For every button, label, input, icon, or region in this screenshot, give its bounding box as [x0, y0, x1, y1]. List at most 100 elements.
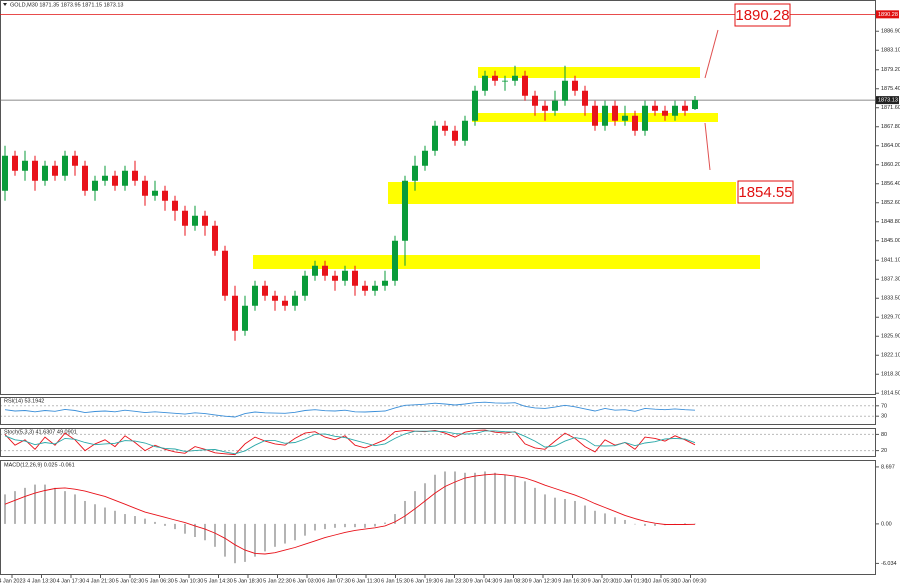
- histogram-bar: [234, 523, 236, 564]
- candle-body: [252, 285, 258, 306]
- candle-body: [382, 280, 388, 286]
- candle-body: [132, 170, 138, 181]
- indicator-line: [4, 430, 696, 455]
- candle-body: [112, 175, 118, 186]
- y-tick-label: 1814.50: [881, 391, 900, 397]
- macd-panel: [0, 460, 876, 575]
- histogram-bar: [264, 523, 266, 552]
- y-tick-label: 80: [881, 432, 887, 438]
- y-tick-label: 0.00: [881, 521, 892, 527]
- histogram-bar: [104, 507, 106, 524]
- candle-body: [422, 150, 428, 166]
- histogram-bar: [244, 523, 246, 562]
- candle-body: [162, 190, 168, 201]
- histogram-bar: [424, 483, 426, 524]
- candle-body: [522, 75, 528, 96]
- y-tick-label: 30: [881, 414, 887, 420]
- x-tick-label: 9 Jan 16:30: [558, 578, 587, 584]
- candle-body: [622, 115, 628, 121]
- histogram-bar: [364, 523, 366, 528]
- histogram-bar: [164, 523, 166, 526]
- y-tick-label: 1864.00: [881, 143, 900, 149]
- y-tick-label: 1841.10: [881, 258, 900, 264]
- candle-body: [562, 80, 568, 101]
- histogram-bar: [254, 523, 256, 557]
- y-tick-label: 1818.30: [881, 372, 900, 378]
- y-tick-label: 1860.20: [881, 162, 900, 168]
- x-tick-label: 5 Jan 06:30: [145, 578, 174, 584]
- histogram-bar: [84, 500, 86, 524]
- zone: [253, 255, 760, 269]
- candle-body: [512, 75, 518, 81]
- rsi-title: RSI(14) 53.1942: [4, 398, 44, 404]
- histogram-bar: [144, 518, 146, 524]
- indicator-line: [4, 401, 696, 418]
- histogram-bar: [184, 523, 186, 534]
- candle-body: [282, 300, 288, 306]
- candle-body: [462, 120, 468, 141]
- candle-body: [142, 180, 148, 196]
- histogram-bar: [484, 471, 486, 524]
- candle-body: [682, 105, 688, 111]
- histogram-bar: [434, 474, 436, 524]
- candle-body: [242, 305, 248, 331]
- candle-body: [2, 155, 8, 191]
- histogram-bar: [544, 494, 546, 524]
- x-tick-label: 9 Jan 04:30: [470, 578, 499, 584]
- level-tag-label: 1890.28: [878, 12, 898, 18]
- histogram-bar: [134, 516, 136, 524]
- y-tick-label: 1822.10: [881, 353, 900, 359]
- candle-body: [102, 175, 108, 181]
- candle-body: [312, 265, 318, 276]
- main-panel: [0, 0, 876, 395]
- x-tick-label: 4 Jan 13:30: [27, 578, 56, 584]
- histogram-bar: [574, 500, 576, 524]
- histogram-bar: [324, 523, 326, 530]
- candle-body: [582, 90, 588, 106]
- histogram-bar: [404, 500, 406, 524]
- y-tick-label: 1833.50: [881, 296, 900, 302]
- arrow-line: [704, 122, 711, 171]
- histogram-bar: [494, 472, 496, 524]
- x-tick-label: 9 Jan 08:30: [499, 578, 528, 584]
- x-tick-label: 6 Jan 11:30: [352, 578, 380, 584]
- y-tick-label: 1883.10: [881, 48, 900, 54]
- y-tick-label: 1879.20: [881, 67, 900, 73]
- histogram-bar: [644, 523, 646, 526]
- x-tick-label: 6 Jan 03:00: [293, 578, 322, 584]
- rsi-panel: [0, 397, 876, 425]
- candle-body: [362, 285, 368, 291]
- candle-body: [632, 115, 638, 131]
- candle-body: [52, 165, 58, 176]
- histogram-bar: [684, 523, 686, 524]
- histogram-bar: [74, 494, 76, 524]
- candle-body: [342, 270, 348, 281]
- x-tick-label: 10 Jan 05:30: [645, 578, 677, 584]
- histogram-bar: [54, 487, 56, 524]
- candle-body: [602, 105, 608, 126]
- candle-body: [612, 105, 618, 121]
- histogram-bar: [584, 505, 586, 524]
- candle-body: [432, 125, 438, 151]
- histogram-bar: [124, 514, 126, 524]
- candle-body: [272, 295, 278, 301]
- x-tick-label: 9 Jan 20:30: [588, 578, 617, 584]
- x-tick-label: 6 Jan 23:30: [440, 578, 469, 584]
- histogram-bar: [554, 497, 556, 524]
- candle-body: [642, 105, 648, 131]
- candle-body: [222, 250, 228, 296]
- histogram-bar: [534, 487, 536, 524]
- candle-body: [62, 155, 68, 176]
- x-tick-label: 4 Jan 17:30: [57, 578, 86, 584]
- histogram-bar: [34, 484, 36, 524]
- histogram-bar: [274, 523, 276, 547]
- annotation-label: 1890.28: [735, 7, 789, 24]
- annotation-box: [734, 3, 791, 27]
- y-tick-label: 1845.00: [881, 238, 900, 244]
- indicator-line: [4, 429, 696, 456]
- histogram-bar: [44, 484, 46, 524]
- candle-body: [662, 110, 668, 116]
- zone: [478, 67, 700, 78]
- candle-body: [22, 160, 28, 171]
